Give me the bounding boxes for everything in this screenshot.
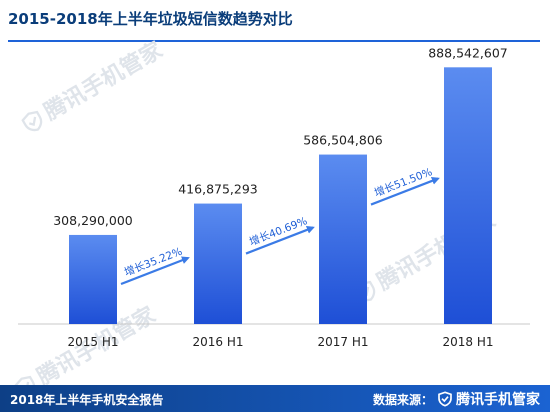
footer-brand-text: 腾讯手机管家 <box>456 392 540 408</box>
bar <box>69 234 117 324</box>
data-label: 586,504,806 <box>303 133 383 148</box>
growth-arrow <box>370 177 440 206</box>
growth-arrow <box>120 256 190 286</box>
data-label: 888,542,607 <box>428 45 508 60</box>
growth-label: 增长35.22% <box>122 245 184 279</box>
growth-label: 增长51.50% <box>372 165 434 199</box>
growth-arrow <box>245 226 315 255</box>
bar <box>319 154 367 324</box>
x-tick-label: 2016 H1 <box>192 335 243 349</box>
shield-icon <box>438 391 452 407</box>
footer-source-label: 数据来源： <box>372 392 433 407</box>
growth-label: 增长40.69% <box>247 214 309 248</box>
x-tick-label: 2018 H1 <box>442 335 493 349</box>
data-label: 416,875,293 <box>178 182 258 197</box>
footer-bar: 2018年上半年手机安全报告 数据来源： 腾讯手机管家 <box>0 385 550 412</box>
data-label: 308,290,000 <box>53 213 133 228</box>
footer-brand-logo: 腾讯手机管家 <box>437 389 540 409</box>
x-tick-label: 2017 H1 <box>317 335 368 349</box>
bar <box>444 67 492 325</box>
bar <box>194 203 242 324</box>
footer-source: 数据来源： 腾讯手机管家 <box>373 389 540 409</box>
x-tick-label: 2015 H1 <box>67 335 118 349</box>
title-underline <box>8 40 540 42</box>
footer-report-title: 2018年上半年手机安全报告 <box>10 393 164 407</box>
chart-title: 2015-2018年上半年垃圾短信数趋势对比 <box>8 10 293 28</box>
